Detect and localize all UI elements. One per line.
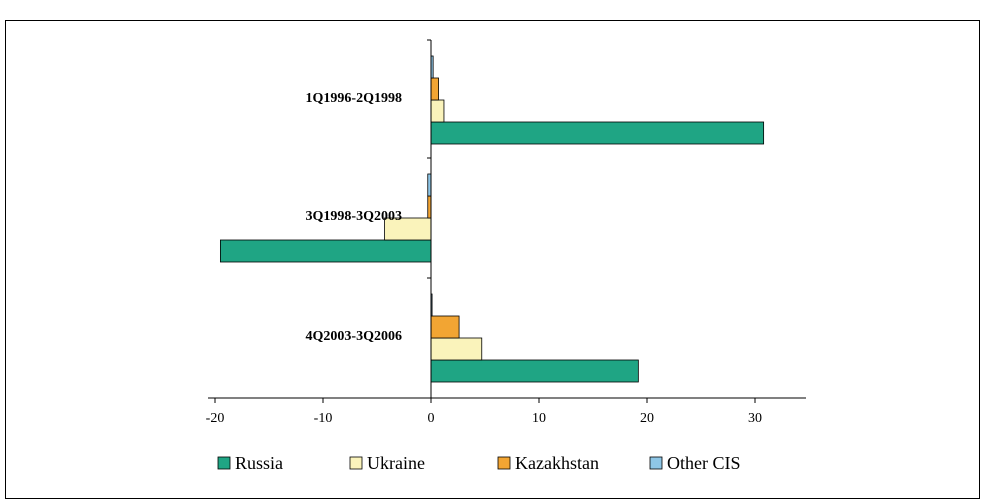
bar-kazakhstan-1q1996-2q1998 bbox=[430, 77, 439, 101]
x-tick-label-20: 20 bbox=[640, 411, 654, 426]
x-tick-labels: -20 -10 0 10 20 30 bbox=[206, 411, 762, 426]
legend-label-other-cis: Other CIS bbox=[667, 453, 741, 473]
axes-group bbox=[208, 39, 806, 403]
bar-russia-1q1996-2q1998 bbox=[430, 121, 765, 145]
bar-ukraine-1q1996-2q1998 bbox=[430, 99, 445, 123]
legend-swatch-ukraine bbox=[349, 456, 363, 470]
category-label-1q1996-2q1998: 1Q1996-2Q1998 bbox=[306, 91, 402, 106]
bar-kazakhstan-4q2003-3q2006 bbox=[430, 315, 460, 339]
x-tick-label-0: 0 bbox=[428, 411, 435, 426]
bars-group bbox=[219, 55, 765, 383]
x-tick-label-10: 10 bbox=[532, 411, 546, 426]
category-label-4q2003-3q2006: 4Q2003-3Q2006 bbox=[306, 329, 402, 344]
x-tick-label-10: -10 bbox=[314, 411, 333, 426]
x-tick-label-20: -20 bbox=[206, 411, 225, 426]
legend-label-kazakhstan: Kazakhstan bbox=[515, 453, 599, 473]
bar-russia-3q1998-3q2003 bbox=[219, 239, 432, 263]
legend-swatch-kazakhstan bbox=[497, 456, 511, 470]
bar-russia-4q2003-3q2006 bbox=[430, 359, 639, 383]
legend-swatch-russia bbox=[217, 456, 231, 470]
category-label-3q1998-3q2003: 3Q1998-3Q2003 bbox=[306, 209, 402, 224]
legend: Russia Ukraine Kazakhstan Other CIS bbox=[217, 453, 741, 473]
category-labels: 1Q1996-2Q1998 3Q1998-3Q2003 4Q2003-3Q2006 bbox=[306, 91, 402, 344]
legend-label-ukraine: Ukraine bbox=[367, 453, 425, 473]
legend-label-russia: Russia bbox=[235, 453, 283, 473]
legend-swatch-other-cis bbox=[649, 456, 663, 470]
bar-ukraine-4q2003-3q2006 bbox=[430, 337, 483, 361]
chart-frame bbox=[5, 20, 980, 499]
x-tick-label-30: 30 bbox=[748, 411, 762, 426]
